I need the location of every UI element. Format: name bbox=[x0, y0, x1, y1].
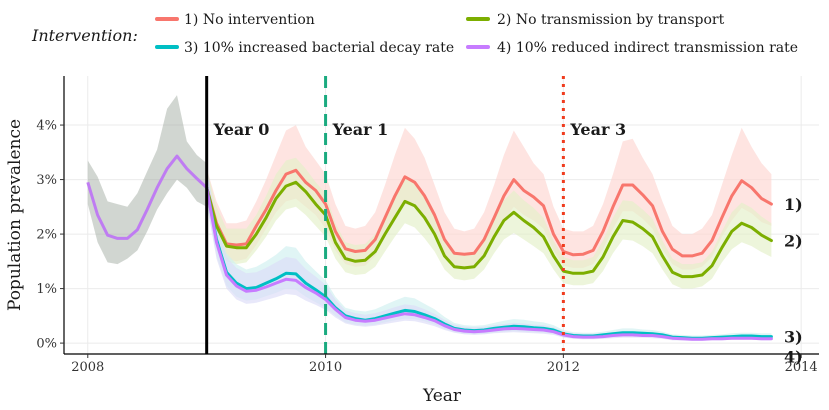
axis-ticks: 0% 1% 2% 3% 4% 2008 2010 2012 2014 bbox=[36, 119, 817, 375]
x-tick-label: 2010 bbox=[309, 360, 342, 375]
legend-entry-4: 4) 10% reduced indirect transmission rat… bbox=[466, 40, 798, 56]
end-label-s2: 2) bbox=[784, 232, 803, 251]
x-axis-title: Year bbox=[422, 386, 462, 406]
line-s2 bbox=[205, 180, 773, 279]
legend-entry-2: 2) No transmission by transport bbox=[466, 12, 725, 28]
y-tick-label: 4% bbox=[36, 119, 57, 134]
band-s2 bbox=[206, 157, 772, 289]
vline-label-1: Year 0 bbox=[213, 120, 270, 139]
legend-label-3: 3) 10% increased bacterial decay rate bbox=[184, 40, 454, 56]
intervention-markers: Year 0 Year 1 Year 3 bbox=[205, 76, 626, 354]
vline-label-3: Year 3 bbox=[569, 120, 626, 139]
legend-label-4: 4) 10% reduced indirect transmission rat… bbox=[497, 40, 798, 56]
end-label-s1: 1) bbox=[784, 195, 803, 214]
y-tick-label: 2% bbox=[36, 228, 57, 243]
line-baseline bbox=[86, 154, 208, 240]
line-s1 bbox=[205, 168, 773, 258]
series-lines bbox=[86, 154, 773, 341]
y-tick-label: 3% bbox=[36, 173, 57, 188]
x-tick-label: 2014 bbox=[785, 360, 818, 375]
band-s1 bbox=[206, 125, 772, 270]
y-axis-title: Population prevalence bbox=[5, 119, 25, 311]
y-tick-label: 0% bbox=[36, 337, 57, 352]
legend-label-1: 1) No intervention bbox=[184, 12, 315, 28]
band-baseline bbox=[87, 95, 207, 265]
legend: Intervention: 1) No intervention 2) No t… bbox=[31, 12, 798, 56]
legend-label-2: 2) No transmission by transport bbox=[497, 12, 725, 28]
series-end-labels: 1) 2) 3)4) bbox=[784, 195, 803, 366]
line-s4 bbox=[205, 186, 773, 341]
end-label-s4: 4) bbox=[784, 348, 803, 367]
legend-title: Intervention: bbox=[31, 26, 138, 45]
x-tick-label: 2012 bbox=[547, 360, 580, 375]
legend-entry-3: 3) 10% increased bacterial decay rate bbox=[155, 40, 454, 56]
vline-label-2: Year 1 bbox=[332, 120, 389, 139]
y-tick-label: 1% bbox=[36, 282, 57, 297]
confidence-bands bbox=[87, 95, 772, 341]
legend-entry-1: 1) No intervention bbox=[155, 12, 315, 28]
x-tick-label: 2008 bbox=[71, 360, 104, 375]
end-label-s3: 3) bbox=[784, 328, 803, 347]
